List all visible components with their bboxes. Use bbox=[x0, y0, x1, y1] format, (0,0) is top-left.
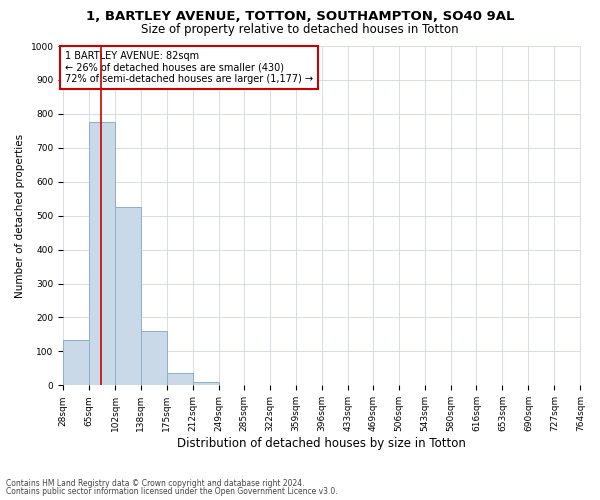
Bar bbox=[140, 331, 167, 386]
Text: Size of property relative to detached houses in Totton: Size of property relative to detached ho… bbox=[141, 22, 459, 36]
Bar bbox=[115, 207, 140, 386]
Bar bbox=[167, 374, 193, 386]
Text: 1 BARTLEY AVENUE: 82sqm
← 26% of detached houses are smaller (430)
72% of semi-d: 1 BARTLEY AVENUE: 82sqm ← 26% of detache… bbox=[65, 51, 313, 84]
Bar bbox=[193, 382, 218, 386]
Text: 1, BARTLEY AVENUE, TOTTON, SOUTHAMPTON, SO40 9AL: 1, BARTLEY AVENUE, TOTTON, SOUTHAMPTON, … bbox=[86, 10, 514, 23]
Bar bbox=[63, 340, 89, 386]
Y-axis label: Number of detached properties: Number of detached properties bbox=[15, 134, 25, 298]
Text: Contains HM Land Registry data © Crown copyright and database right 2024.: Contains HM Land Registry data © Crown c… bbox=[6, 478, 305, 488]
Bar bbox=[89, 122, 115, 386]
X-axis label: Distribution of detached houses by size in Totton: Distribution of detached houses by size … bbox=[178, 437, 466, 450]
Text: Contains public sector information licensed under the Open Government Licence v3: Contains public sector information licen… bbox=[6, 487, 338, 496]
